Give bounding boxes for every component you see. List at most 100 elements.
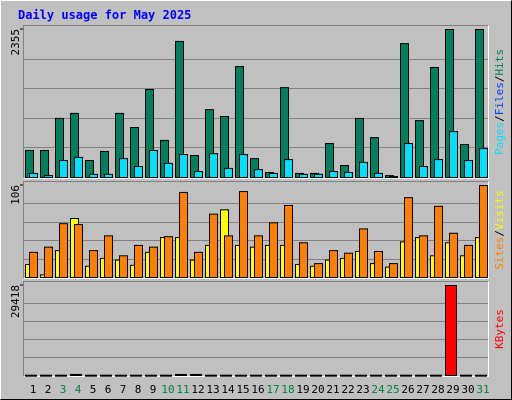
bar [355,374,367,377]
bar [254,169,263,179]
x-tick-label: 11 [176,383,189,396]
x-tick-label: 2 [45,383,52,396]
legend-separator: / [493,115,506,122]
bar [344,252,353,279]
bar [374,250,383,278]
bar [194,251,203,278]
panel-bevel [23,25,489,179]
legend-entry: Sites [493,237,506,270]
bar [434,159,443,178]
bar [299,173,308,178]
bar [359,161,368,178]
bar [434,205,443,278]
bar [419,166,428,178]
bar [179,154,188,178]
bar [314,263,323,279]
x-tick-label: 5 [90,383,97,396]
bar [44,175,53,179]
x-tick-label: 29 [446,383,459,396]
legend-separator: / [493,76,506,83]
x-tick-label: 21 [326,383,339,396]
x-tick-label: 17 [266,383,279,396]
panel-bevel [23,181,489,279]
bar [430,374,442,377]
bar [194,171,203,178]
bar [164,162,173,179]
bar [209,153,218,178]
bar [55,374,67,377]
bar [370,374,382,377]
x-tick-label: 16 [251,383,264,396]
bar [475,374,487,377]
bar [464,160,473,178]
legend-entry: Hits [493,49,506,76]
bar [284,159,293,178]
bar [449,232,458,279]
bar [269,222,278,278]
bar [25,374,37,377]
panel [23,281,489,377]
bar [145,374,157,377]
x-tick-label: 22 [341,383,354,396]
x-tick-label: 19 [296,383,309,396]
x-tick-label: 23 [356,383,369,396]
bar [295,374,307,377]
bar [344,171,353,178]
x-tick-label: 15 [236,383,249,396]
bar [29,172,38,178]
bar [160,374,172,377]
bar [415,374,427,377]
panel-bevel [23,181,489,279]
bar [329,171,338,178]
bar [70,373,82,377]
bar [359,228,368,278]
bar [224,235,233,279]
x-tick-label: 4 [75,383,82,396]
x-tick-label: 27 [416,383,429,396]
legend-entry: Files [493,82,506,115]
legend: Pages/Files/Hits [493,49,506,155]
bar [239,154,248,178]
x-tick-label: 1 [30,383,37,396]
bar [389,176,398,179]
bar [44,246,53,278]
bar [59,223,68,278]
bar [449,131,458,178]
bar [149,246,158,278]
bar [374,172,383,178]
bar [314,173,323,178]
x-tick-label: 28 [431,383,444,396]
bar [404,143,413,178]
legend-separator: / [493,230,506,237]
bar [235,374,247,377]
panel-bevel [23,25,489,179]
bar [404,197,413,278]
x-tick-label: 30 [461,383,474,396]
bar [104,173,113,178]
bar [209,213,218,278]
bar [445,285,457,376]
x-tick-label: 25 [386,383,399,396]
bar [280,374,292,377]
x-tick-label: 6 [105,383,112,396]
bar [284,204,293,278]
bar [74,224,83,279]
x-tick-label: 7 [120,383,127,396]
bar [224,167,233,178]
legend: Sites/Visits [493,190,506,270]
x-tick-label: 31 [476,383,489,396]
bar [89,250,98,279]
bar [340,374,352,377]
bar [29,251,38,278]
bar [419,235,428,279]
bar [74,156,83,179]
bar [265,374,277,377]
x-tick-label: 24 [371,383,385,396]
bar [164,236,173,279]
bar [205,374,217,377]
panel-bevel [23,281,489,377]
y-tick-label: 29418 [9,285,22,318]
x-tick-label: 14 [221,383,235,396]
